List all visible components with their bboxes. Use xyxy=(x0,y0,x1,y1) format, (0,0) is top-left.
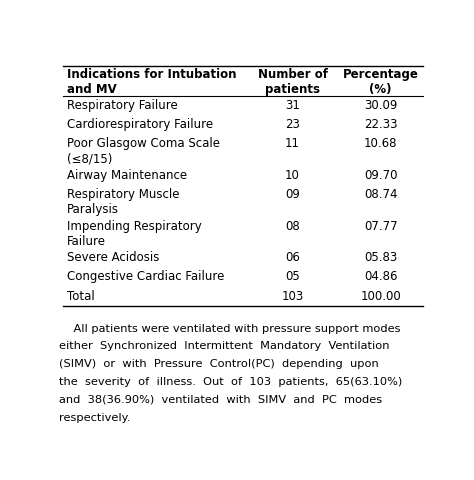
Text: respectively.: respectively. xyxy=(59,412,131,421)
Text: Respiratory Muscle
Paralysis: Respiratory Muscle Paralysis xyxy=(66,188,179,216)
Text: 05.83: 05.83 xyxy=(364,251,397,264)
Text: the  severity  of  illness.  Out  of  103  patients,  65(63.10%): the severity of illness. Out of 103 pati… xyxy=(59,376,402,386)
Text: 10: 10 xyxy=(285,168,300,181)
Text: 31: 31 xyxy=(285,98,300,111)
Text: Respiratory Failure: Respiratory Failure xyxy=(66,98,177,111)
Text: 04.86: 04.86 xyxy=(364,270,397,283)
Text: Cardiorespiratory Failure: Cardiorespiratory Failure xyxy=(66,118,213,131)
Text: Severe Acidosis: Severe Acidosis xyxy=(66,251,159,264)
Text: Indications for Intubation
and MV: Indications for Intubation and MV xyxy=(66,68,236,96)
Text: (SIMV)  or  with  Pressure  Control(PC)  depending  upon: (SIMV) or with Pressure Control(PC) depe… xyxy=(59,359,379,369)
Text: and  38(36.90%)  ventilated  with  SIMV  and  PC  modes: and 38(36.90%) ventilated with SIMV and … xyxy=(59,394,383,404)
Text: 30.09: 30.09 xyxy=(364,98,397,111)
Text: Total: Total xyxy=(66,289,94,302)
Text: 08.74: 08.74 xyxy=(364,188,397,201)
Text: Airway Maintenance: Airway Maintenance xyxy=(66,168,187,181)
Text: Congestive Cardiac Failure: Congestive Cardiac Failure xyxy=(66,270,224,283)
Text: 103: 103 xyxy=(282,289,304,302)
Text: 06: 06 xyxy=(285,251,300,264)
Text: Impending Respiratory
Failure: Impending Respiratory Failure xyxy=(66,219,201,247)
Text: 22.33: 22.33 xyxy=(364,118,397,131)
Text: either  Synchronized  Intermittent  Mandatory  Ventilation: either Synchronized Intermittent Mandato… xyxy=(59,341,390,351)
Text: Percentage
(%): Percentage (%) xyxy=(343,68,419,96)
Text: 09.70: 09.70 xyxy=(364,168,397,181)
Text: 23: 23 xyxy=(285,118,300,131)
Text: Poor Glasgow Coma Scale
(≤8/15): Poor Glasgow Coma Scale (≤8/15) xyxy=(66,137,219,165)
Text: 09: 09 xyxy=(285,188,300,201)
Text: 05: 05 xyxy=(285,270,300,283)
Text: 11: 11 xyxy=(285,137,300,150)
Text: 100.00: 100.00 xyxy=(360,289,401,302)
Text: All patients were ventilated with pressure support modes: All patients were ventilated with pressu… xyxy=(59,323,401,333)
Text: 10.68: 10.68 xyxy=(364,137,397,150)
Text: Number of
patients: Number of patients xyxy=(257,68,328,96)
Text: 08: 08 xyxy=(285,219,300,232)
Text: 07.77: 07.77 xyxy=(364,219,398,232)
